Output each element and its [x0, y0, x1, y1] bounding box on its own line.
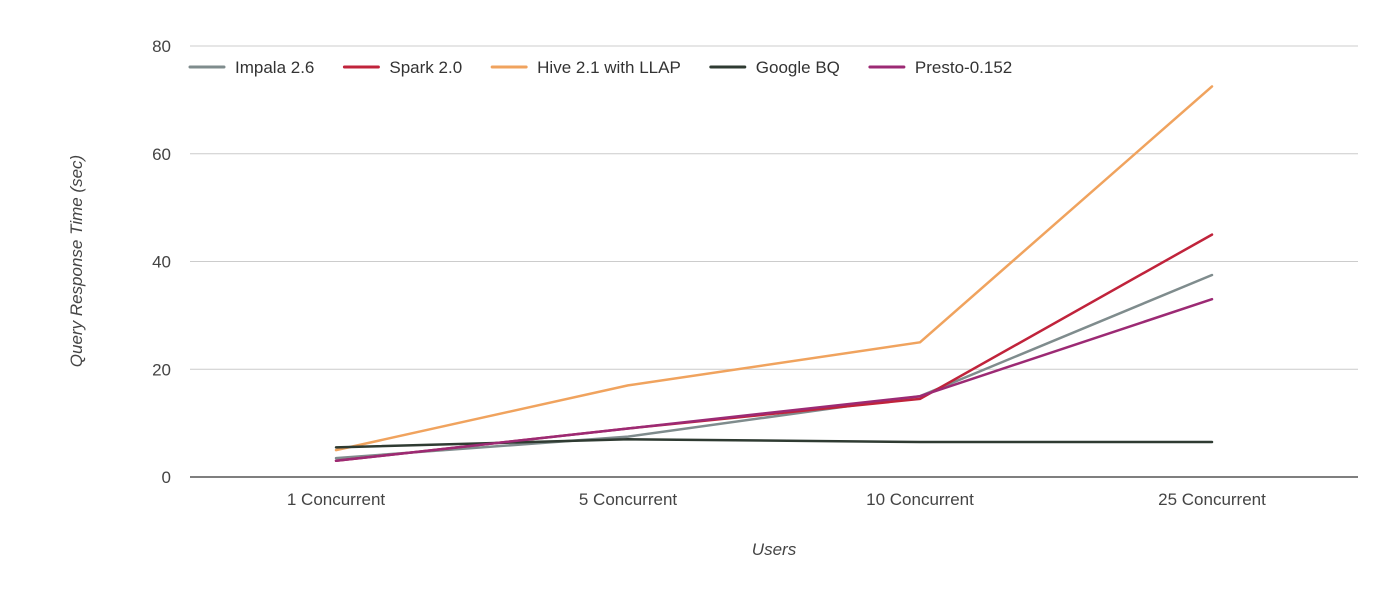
y-axis-ticks: 0 20 40 60 80 — [152, 37, 171, 487]
x-tick-label: 1 Concurrent — [287, 490, 386, 509]
legend-item: Hive 2.1 with LLAP — [490, 58, 681, 77]
x-axis-title: Users — [752, 540, 797, 559]
gridlines — [190, 45, 1358, 478]
x-tick-label: 5 Concurrent — [579, 490, 678, 509]
series-lines — [334, 85, 1214, 463]
series-line-spark-2-0 — [334, 233, 1214, 463]
series-line-hive-2-1-with-llap — [334, 85, 1214, 452]
legend-item: Impala 2.6 — [188, 58, 314, 77]
legend: Impala 2.6 Spark 2.0 Hive 2.1 with LLAP Goo… — [188, 58, 1012, 77]
legend-label: Presto-0.152 — [915, 58, 1012, 77]
x-axis-ticks: 1 Concurrent 5 Concurrent 10 Concurrent 25 … — [287, 490, 1266, 509]
legend-label: Google BQ — [756, 58, 840, 77]
y-axis-title: Query Response Time (sec) — [67, 155, 86, 367]
y-tick-label: 20 — [152, 360, 171, 379]
legend-item: Presto-0.152 — [868, 58, 1012, 77]
series-line-presto-0-152 — [334, 297, 1214, 463]
legend-label: Hive 2.1 with LLAP — [537, 58, 681, 77]
y-tick-label: 60 — [152, 145, 171, 164]
legend-item: Google BQ — [709, 58, 840, 77]
x-tick-label: 25 Concurrent — [1158, 490, 1266, 509]
x-tick-label: 10 Concurrent — [866, 490, 974, 509]
series-line-google-bq — [334, 438, 1214, 449]
y-tick-label: 0 — [162, 468, 171, 487]
legend-label: Impala 2.6 — [235, 58, 314, 77]
legend-item: Spark 2.0 — [342, 58, 462, 77]
series-line-impala-2-6 — [334, 273, 1214, 460]
y-tick-label: 80 — [152, 37, 171, 56]
y-tick-label: 40 — [152, 253, 171, 272]
legend-label: Spark 2.0 — [389, 58, 462, 77]
